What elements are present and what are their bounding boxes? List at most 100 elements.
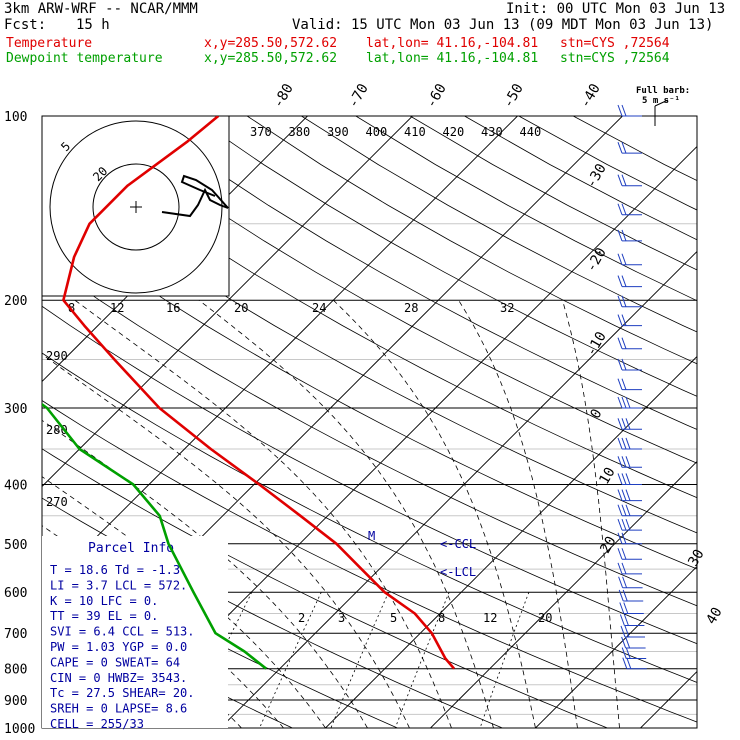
wind-barb <box>619 602 644 615</box>
dry-adiabat-line <box>301 116 697 333</box>
barb-legend-unit: 5 m s⁻¹ <box>642 96 680 106</box>
wind-barb <box>617 229 642 242</box>
temperature-tick-label: -20 <box>583 245 610 275</box>
wind-barb <box>617 456 642 468</box>
dry-adiabat-line <box>138 116 697 430</box>
dry-adiabat-line <box>42 169 697 534</box>
hodograph-ring <box>49 120 223 294</box>
parcel-row: SREH = 0 LAPSE= 8.6 <box>50 702 187 716</box>
pressure-tick-label: 500 <box>4 538 27 553</box>
plot-frame <box>41 115 698 729</box>
hodograph-trace <box>161 174 229 218</box>
theta-label: 410 <box>404 125 426 139</box>
moist-adiabat-line <box>74 299 452 728</box>
wind-barb <box>618 589 644 602</box>
isotherm-line <box>640 670 697 728</box>
pressure-tick-label: 100 <box>4 110 27 125</box>
hodograph-speed-label: 12 <box>110 301 124 315</box>
dry-adiabat-line <box>42 448 608 728</box>
wind-barb <box>618 576 643 589</box>
mixing-ratio-line <box>330 592 389 728</box>
isotherm-line <box>42 116 413 488</box>
isotherm-line <box>430 460 697 728</box>
moist-adiabat-line <box>42 476 326 728</box>
temperature-tick-label: -40 <box>577 81 604 111</box>
dry-adiabat-line <box>246 116 697 365</box>
wind-barb <box>617 504 642 517</box>
ccl-label: <-CCL <box>440 537 476 551</box>
init-time: Init: 00 UTC Mon 03 Jun 13 <box>506 1 726 17</box>
temperature-tick-label: -70 <box>345 81 372 111</box>
lcl-label: <-LCL <box>440 565 476 579</box>
legend-dewpoint-station: stn=CYS ,72564 <box>560 51 670 66</box>
wind-barb <box>617 518 642 531</box>
wind-barb <box>617 295 642 308</box>
wind-barb <box>617 378 642 391</box>
parcel-row: Tc = 27.5 SHEAR= 20. <box>50 686 195 700</box>
parcel-row: PW = 1.03 YGP = 0.0 <box>50 640 187 654</box>
dry-adiabat-line <box>192 116 697 397</box>
wind-barb <box>617 253 642 266</box>
mixing-ratio-label: 12 <box>483 611 497 625</box>
barb-legend-sample <box>654 99 669 107</box>
theta-label: 440 <box>520 125 542 139</box>
temperature-tick-label: 20 <box>597 534 619 557</box>
mixing-ratio-line <box>259 592 322 728</box>
legend-dewpoint-name: Dewpoint temperature <box>6 51 163 66</box>
moist-adiabat-line <box>42 419 368 728</box>
dry-adiabat-line <box>42 259 697 607</box>
dry-adiabat-line <box>464 116 697 241</box>
wind-barb <box>617 396 642 409</box>
wind-barb <box>622 657 647 670</box>
parcel-row: CELL = 255/33 <box>50 717 144 731</box>
parcel-row: TT = 39 EL = 0. <box>50 609 158 623</box>
hodograph-ring <box>92 163 180 251</box>
wind-barb <box>617 562 642 575</box>
wind-barb <box>621 636 646 649</box>
wind-barb <box>620 625 645 638</box>
legend-dewpoint-xy: x,y=285.50,572.62 <box>204 51 338 66</box>
parcel-row: CIN = 0 HWBZ= 3543. <box>50 671 187 685</box>
wind-barb <box>617 141 642 154</box>
wind-barb <box>617 358 642 371</box>
pressure-tick-label: 800 <box>4 663 27 678</box>
theta-label: 380 <box>289 125 311 139</box>
wind-barb <box>617 203 642 216</box>
parcel-box <box>42 536 228 728</box>
legend-temperature-station: stn=CYS ,72564 <box>560 36 670 51</box>
theta-label: 390 <box>327 125 349 139</box>
moist-adiabat-line <box>562 300 620 728</box>
pressure-tick-label: 200 <box>4 294 27 309</box>
level-marker-label: M <box>368 529 375 543</box>
theta-label: 370 <box>250 125 272 139</box>
temperature-tick-label: 0 <box>587 406 605 421</box>
dry-adiabat-line <box>42 305 697 645</box>
wind-barb <box>617 275 642 288</box>
hodograph-speed-label: 8 <box>68 301 75 315</box>
mixing-ratio-label: 20 <box>538 611 552 625</box>
moist-adiabat-line <box>198 299 494 728</box>
temperature-tick-label: 40 <box>703 605 725 628</box>
legend-temperature-latlon: lat,lon= 41.16,-104.81 <box>366 36 539 51</box>
mixing-ratio-line <box>394 592 450 728</box>
parcel-row: K = 10 LFC = 0. <box>50 594 158 608</box>
temperature-tick-label: -50 <box>500 81 527 111</box>
hodograph-speed-label: 28 <box>404 301 418 315</box>
wind-barb <box>617 473 642 485</box>
barb-legend-title: Full barb: <box>636 86 690 96</box>
forecast-label: Fcst: <box>4 17 47 33</box>
dry-adiabat-line <box>573 116 697 182</box>
dry-adiabat-line <box>355 116 697 302</box>
hodograph-speed-label: 20 <box>234 301 248 315</box>
hodograph-speed-label: 24 <box>312 301 326 315</box>
pressure-tick-label: 300 <box>4 402 27 417</box>
dry-adiabat-line <box>409 116 697 271</box>
mixing-ratio-label: 3 <box>338 611 345 625</box>
temperature-profile <box>62 116 456 670</box>
legend-temperature-xy: x,y=285.50,572.62 <box>204 36 338 51</box>
parcel-row: T = 18.6 Td = -1.3 <box>50 563 180 577</box>
wind-barb <box>617 174 642 187</box>
theta-label: 400 <box>366 125 388 139</box>
wind-barb <box>617 489 642 502</box>
wind-barb <box>617 314 642 327</box>
